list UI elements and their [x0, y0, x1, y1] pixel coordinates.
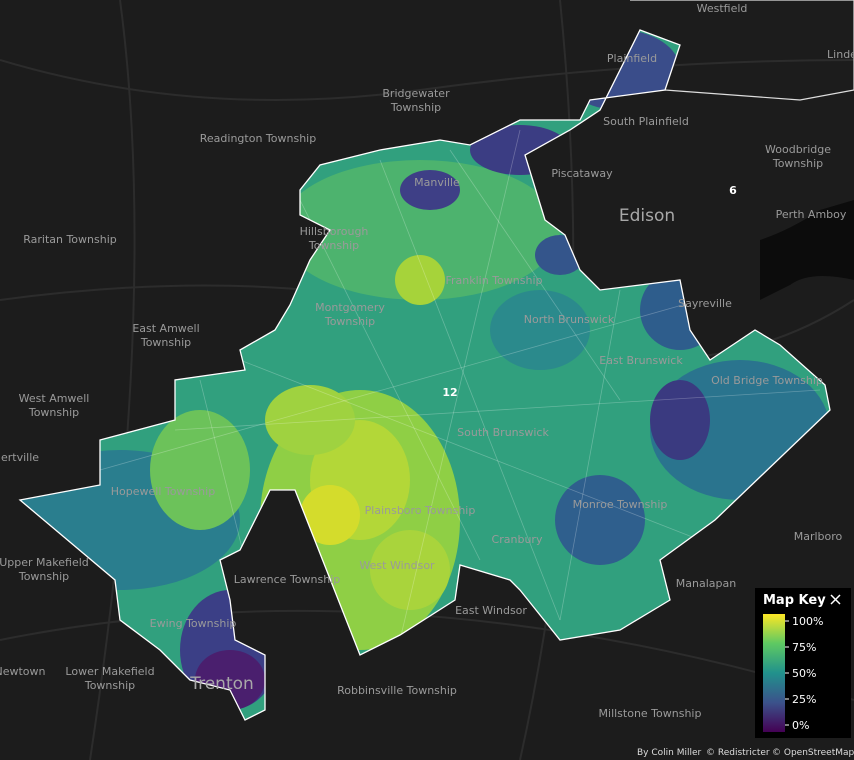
place-label: Perth Amboy [776, 208, 847, 221]
place-label: Township [772, 157, 823, 170]
place-label: West Amwell [19, 392, 90, 405]
place-label: 6 [729, 184, 737, 197]
place-label: East Brunswick [599, 354, 683, 367]
place-label: Township [390, 101, 441, 114]
place-label: Millstone Township [599, 707, 702, 720]
place-label: South Brunswick [457, 426, 549, 439]
attribution-text: By Colin Miller [637, 748, 702, 758]
place-label: West Windsor [359, 559, 435, 572]
place-label: Township [308, 239, 359, 252]
place-label: 12 [442, 386, 457, 399]
place-label: Upper Makefield [0, 556, 89, 569]
place-label: Township [324, 315, 375, 328]
color-scale [763, 614, 785, 732]
place-label: East Amwell [132, 322, 199, 335]
map-key: Map Key 100% 75% 50% 25% 0% [755, 588, 851, 738]
place-label: South Plainfield [603, 115, 689, 128]
legend-tick-label: 50% [792, 667, 816, 680]
place-label: East Windsor [455, 604, 527, 617]
place-label: Township [18, 570, 69, 583]
place-label: Readington Township [200, 132, 316, 145]
legend-tick-label: 25% [792, 693, 816, 706]
place-label: Monroe Township [573, 498, 668, 511]
place-label: Manalapan [676, 577, 736, 590]
place-label: Old Bridge Township [711, 374, 823, 387]
place-label: Sayreville [678, 297, 732, 310]
place-label: Plainfield [607, 52, 657, 65]
place-label: North Brunswick [524, 313, 615, 326]
place-label: Lower Makefield [65, 665, 154, 678]
place-label: Ewing Township [150, 617, 237, 630]
water [760, 200, 854, 300]
place-label: Franklin Township [445, 274, 542, 287]
place-label: ertville [1, 451, 39, 464]
place-label: Montgomery [315, 301, 385, 314]
place-labels: WestfieldLindePlainfieldBridgewaterTowns… [0, 2, 854, 720]
place-label: Trenton [189, 674, 254, 694]
place-label: Robbinsville Township [337, 684, 457, 697]
place-label: Edison [619, 206, 675, 226]
place-label: Piscataway [551, 167, 613, 180]
map-key-title: Map Key [763, 593, 826, 608]
place-label: Newtown [0, 665, 46, 678]
place-label: Cranbury [492, 533, 543, 546]
place-label: Hillsborough [300, 225, 369, 238]
attribution-text: © Redistricter [706, 748, 770, 758]
place-label: Raritan Township [23, 233, 117, 246]
place-label: Plainsboro Township [365, 504, 476, 517]
legend-tick-label: 75% [792, 641, 816, 654]
place-label: Marlboro [794, 530, 843, 543]
legend-tick-label: 100% [792, 615, 823, 628]
place-label: Hopewell Township [111, 485, 215, 498]
place-label: Manville [414, 176, 460, 189]
place-label: Township [28, 406, 79, 419]
place-label: Township [140, 336, 191, 349]
place-label: Lawrence Township [234, 573, 341, 586]
close-button[interactable] [830, 594, 841, 605]
attribution-text: © OpenStreetMap [772, 748, 854, 758]
attribution: By Colin Miller © Redistricter © OpenStree… [637, 748, 854, 758]
legend-tick-label: 0% [792, 719, 809, 732]
place-label: Linde [827, 48, 854, 61]
place-label: Westfield [697, 2, 748, 15]
place-label: Township [84, 679, 135, 692]
place-label: Bridgewater [382, 87, 450, 100]
place-label: Woodbridge [765, 143, 831, 156]
county-border [630, 0, 854, 101]
